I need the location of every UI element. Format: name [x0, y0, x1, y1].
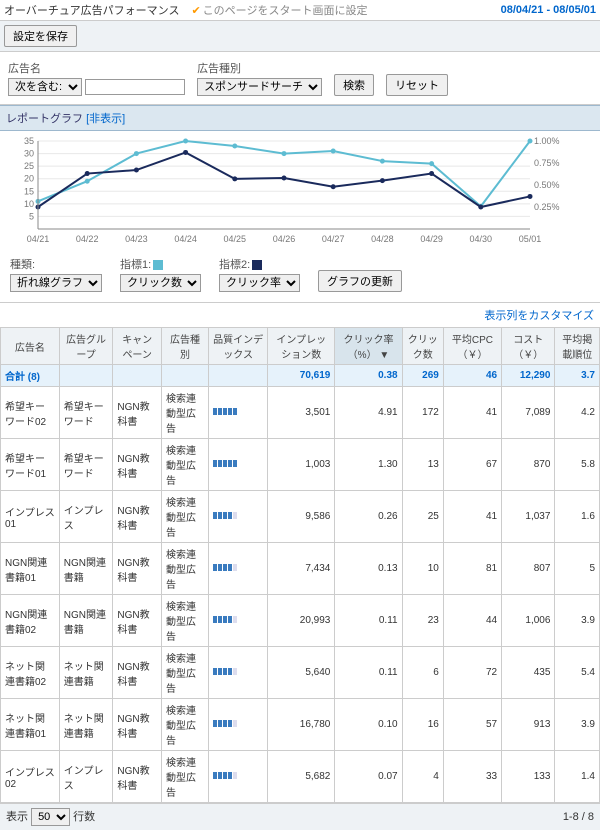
svg-text:10: 10 [24, 199, 34, 209]
metric1-select[interactable]: クリック数 [120, 274, 201, 292]
svg-text:0.25%: 0.25% [534, 202, 560, 212]
svg-text:04/23: 04/23 [125, 234, 148, 244]
col-header[interactable]: 平均CPC（￥） [443, 328, 501, 365]
svg-text:04/28: 04/28 [371, 234, 394, 244]
performance-table: 広告名広告グループキャンペーン広告種別品質インデックスインプレッション数クリック… [0, 327, 600, 803]
svg-text:20: 20 [24, 174, 34, 184]
hide-graph-link[interactable]: [非表示] [86, 113, 125, 125]
search-button[interactable]: 検索 [334, 74, 374, 96]
svg-text:04/30: 04/30 [470, 234, 493, 244]
metric2-label: 指標2: [219, 256, 300, 272]
col-header[interactable]: 平均掲載順位 [555, 328, 600, 365]
set-start-page[interactable]: ✔ このページをスタート画面に設定 [191, 2, 367, 18]
table-row[interactable]: ネット関連書籍02ネット関連書籍NGN教科書検索連動型広告5,6400.1167… [1, 647, 600, 699]
svg-text:1.00%: 1.00% [534, 136, 560, 146]
col-header[interactable]: コスト（￥） [502, 328, 555, 365]
svg-text:04/29: 04/29 [420, 234, 443, 244]
col-header[interactable]: クリック率（%） ▼ [335, 328, 402, 365]
page-title: オーバーチュア広告パフォーマンス [4, 2, 179, 18]
ad-name-input[interactable] [85, 79, 185, 95]
svg-text:04/22: 04/22 [76, 234, 99, 244]
show-label: 表示 [6, 811, 28, 823]
svg-text:0.75%: 0.75% [534, 158, 560, 168]
ad-type-label: 広告種別 [197, 60, 322, 76]
reset-button[interactable]: リセット [386, 74, 448, 96]
svg-text:04/26: 04/26 [273, 234, 296, 244]
check-icon: ✔ [191, 4, 200, 17]
chart-kind-select[interactable]: 折れ線グラフ [10, 274, 102, 292]
table-row[interactable]: インプレス01インプレスNGN教科書検索連動型広告9,5860.2625411,… [1, 491, 600, 543]
svg-text:04/27: 04/27 [322, 234, 345, 244]
ad-name-label: 広告名 [8, 60, 185, 76]
update-graph-button[interactable]: グラフの更新 [318, 270, 402, 292]
svg-text:04/24: 04/24 [174, 234, 197, 244]
col-header[interactable]: キャンペーン [113, 328, 162, 365]
col-header[interactable]: 広告種別 [162, 328, 209, 365]
table-row[interactable]: 希望キーワード02希望キーワードNGN教科書検索連動型広告3,5014.9117… [1, 387, 600, 439]
col-header[interactable]: インプレッション数 [268, 328, 335, 365]
col-header[interactable]: 品質インデックス [209, 328, 268, 365]
table-row[interactable]: NGN関連書籍01NGN関連書籍NGN教科書検索連動型広告7,4340.1310… [1, 543, 600, 595]
table-row[interactable]: 希望キーワード01希望キーワードNGN教科書検索連動型広告1,0031.3013… [1, 439, 600, 491]
svg-text:04/25: 04/25 [224, 234, 247, 244]
col-header[interactable]: 広告グループ [59, 328, 113, 365]
report-chart: 5 10 15 20 25 30 35 0.25% 0.50% 0.75% 1.00% 04/21 04… [0, 131, 600, 250]
svg-text:35: 35 [24, 136, 34, 146]
rows-per-page[interactable]: 50 [31, 808, 70, 826]
table-row[interactable]: NGN関連書籍02NGN関連書籍NGN教科書検索連動型広告20,9930.112… [1, 595, 600, 647]
date-range[interactable]: 08/04/21 - 08/05/01 [501, 4, 596, 16]
graph-section-title: レポートグラフ [6, 113, 83, 125]
col-header[interactable]: 広告名 [1, 328, 60, 365]
chart-kind-label: 種類: [10, 256, 102, 272]
ad-type-select[interactable]: スポンサードサーチ [197, 78, 322, 96]
svg-text:25: 25 [24, 161, 34, 171]
svg-text:04/21: 04/21 [27, 234, 50, 244]
svg-text:0.50%: 0.50% [534, 180, 560, 190]
rows-suffix: 行数 [73, 811, 95, 823]
svg-text:5: 5 [29, 211, 34, 221]
svg-text:15: 15 [24, 186, 34, 196]
page-indicator: 1-8 / 8 [563, 811, 594, 823]
table-row[interactable]: インプレス02インプレスNGN教科書検索連動型広告5,6820.07433133… [1, 751, 600, 803]
ad-name-op[interactable]: 次を含む: [8, 78, 82, 96]
metric1-label: 指標1: [120, 256, 201, 272]
svg-text:05/01: 05/01 [519, 234, 542, 244]
metric2-select[interactable]: クリック率 [219, 274, 300, 292]
table-row[interactable]: ネット関連書籍01ネット関連書籍NGN教科書検索連動型広告16,7800.101… [1, 699, 600, 751]
customize-columns-link[interactable]: 表示列をカスタマイズ [484, 310, 594, 322]
col-header[interactable]: クリック数 [402, 328, 443, 365]
svg-text:30: 30 [24, 149, 34, 159]
save-settings-button[interactable]: 設定を保存 [4, 25, 77, 47]
